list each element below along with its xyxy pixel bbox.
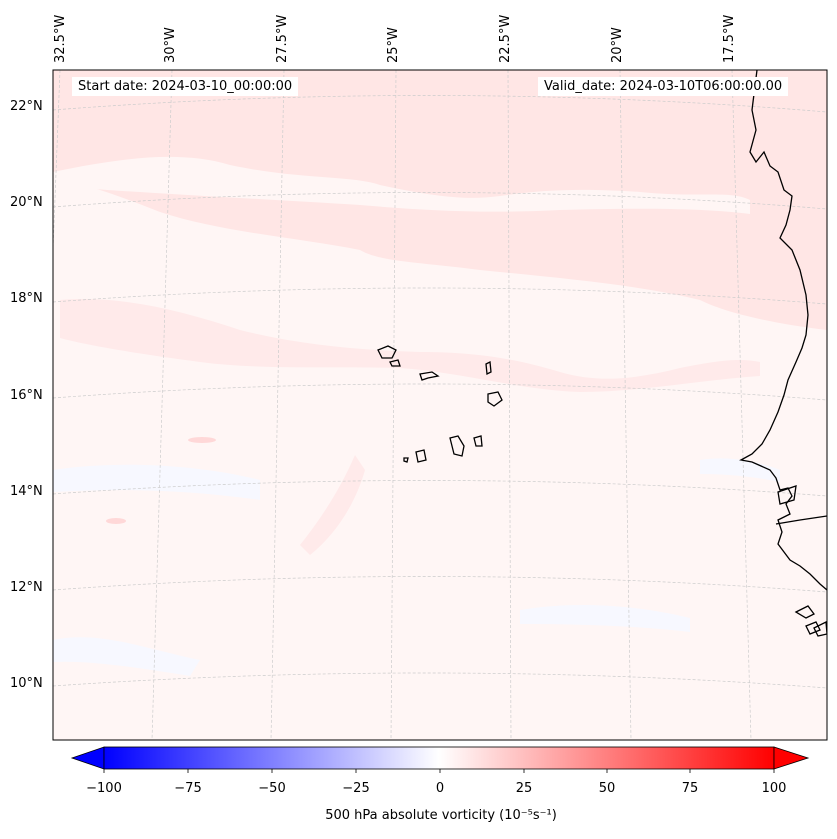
vorticity-small-max (106, 518, 126, 524)
meridian-22-5w (507, 70, 512, 740)
cape-verde-sal (485, 360, 492, 376)
colorbar-extend-low (70, 746, 105, 770)
africa-coastline (739, 70, 827, 591)
start-date-label: Start date: 2024-03-10_00:00:00 (72, 77, 299, 96)
parallel-12n (53, 576, 827, 593)
meridian-17-5w (731, 70, 752, 740)
lon-label: 20°W (610, 27, 625, 63)
colorbar-body (103, 746, 775, 770)
colorbar-tick-label: 75 (681, 781, 699, 796)
lon-label: 22.5°W (498, 14, 513, 63)
lat-label: 10°N (10, 676, 43, 691)
colorbar-label: 500 hPa absolute vorticity (10⁻⁵s⁻¹) (325, 808, 557, 823)
lat-label: 18°N (10, 291, 43, 306)
colorbar-tick-label: −25 (342, 781, 370, 796)
lat-label: 16°N (10, 388, 43, 403)
vorticity-positive-band (60, 299, 760, 392)
senegal-coast-detail (777, 485, 797, 505)
vorticity-negative-patch (53, 637, 200, 676)
lat-label: 20°N (10, 195, 43, 210)
cape-verde-sao-nicolau (419, 371, 440, 381)
guinea-bissau-islands (794, 605, 827, 637)
colorbar-tick-label: 25 (515, 781, 533, 796)
lon-label: 32.5°W (53, 14, 68, 63)
colorbar-tick-label: 0 (435, 781, 445, 796)
colorbar-tick-label: −50 (258, 781, 286, 796)
parallel-22n (53, 95, 827, 113)
gambia-detail (775, 515, 827, 525)
cape-verde-sao-vicente (389, 359, 401, 367)
parallel-10n (53, 672, 827, 689)
meridian-30w (151, 70, 173, 740)
colorbar-tick-label: −75 (174, 781, 202, 796)
graticule (53, 70, 827, 740)
map-frame (52, 69, 828, 741)
lat-label: 14°N (10, 484, 43, 499)
vorticity-field (53, 70, 827, 740)
cape-verde-maio (473, 435, 483, 447)
vorticity-negative-patch (700, 458, 780, 482)
vorticity-white-gap (53, 156, 750, 214)
colorbar (70, 746, 810, 773)
colorbar-tick-label: 100 (761, 781, 787, 796)
lon-label: 30°W (163, 27, 178, 63)
meridian-20w (619, 70, 632, 740)
meridian-25w (390, 70, 397, 740)
parallel-16n (53, 383, 827, 401)
meridian-27-5w (270, 70, 285, 740)
parallel-14n (53, 480, 827, 497)
cape-verde-boa-vista (487, 391, 503, 407)
lon-label: 17.5°W (722, 14, 737, 63)
vorticity-positive-streak (300, 455, 365, 555)
parallel-20n (53, 192, 827, 210)
valid-date-label: Valid_date: 2024-03-10T06:00:00.00 (538, 77, 789, 96)
cape-verde-santiago (449, 435, 465, 457)
meridian-32-5w (53, 70, 61, 260)
parallel-18n (53, 287, 827, 305)
lon-label: 25°W (386, 27, 401, 63)
colorbar-tick-label: −100 (86, 781, 122, 796)
cape-verde-fogo (415, 449, 427, 463)
lat-label: 22°N (10, 99, 43, 114)
colorbar-extend-high (773, 746, 810, 770)
cape-verde-santo-antao (377, 345, 397, 359)
colorbar-tick-label: 50 (598, 781, 616, 796)
vorticity-negative-patch (520, 604, 690, 632)
vorticity-small-max (188, 437, 216, 443)
cape-verde-brava (403, 457, 409, 463)
colorbar-ticks (103, 769, 775, 773)
coastline (377, 70, 827, 637)
lat-label: 12°N (10, 580, 43, 595)
lon-label: 27.5°W (275, 14, 290, 63)
vorticity-negative-patch (53, 464, 260, 500)
